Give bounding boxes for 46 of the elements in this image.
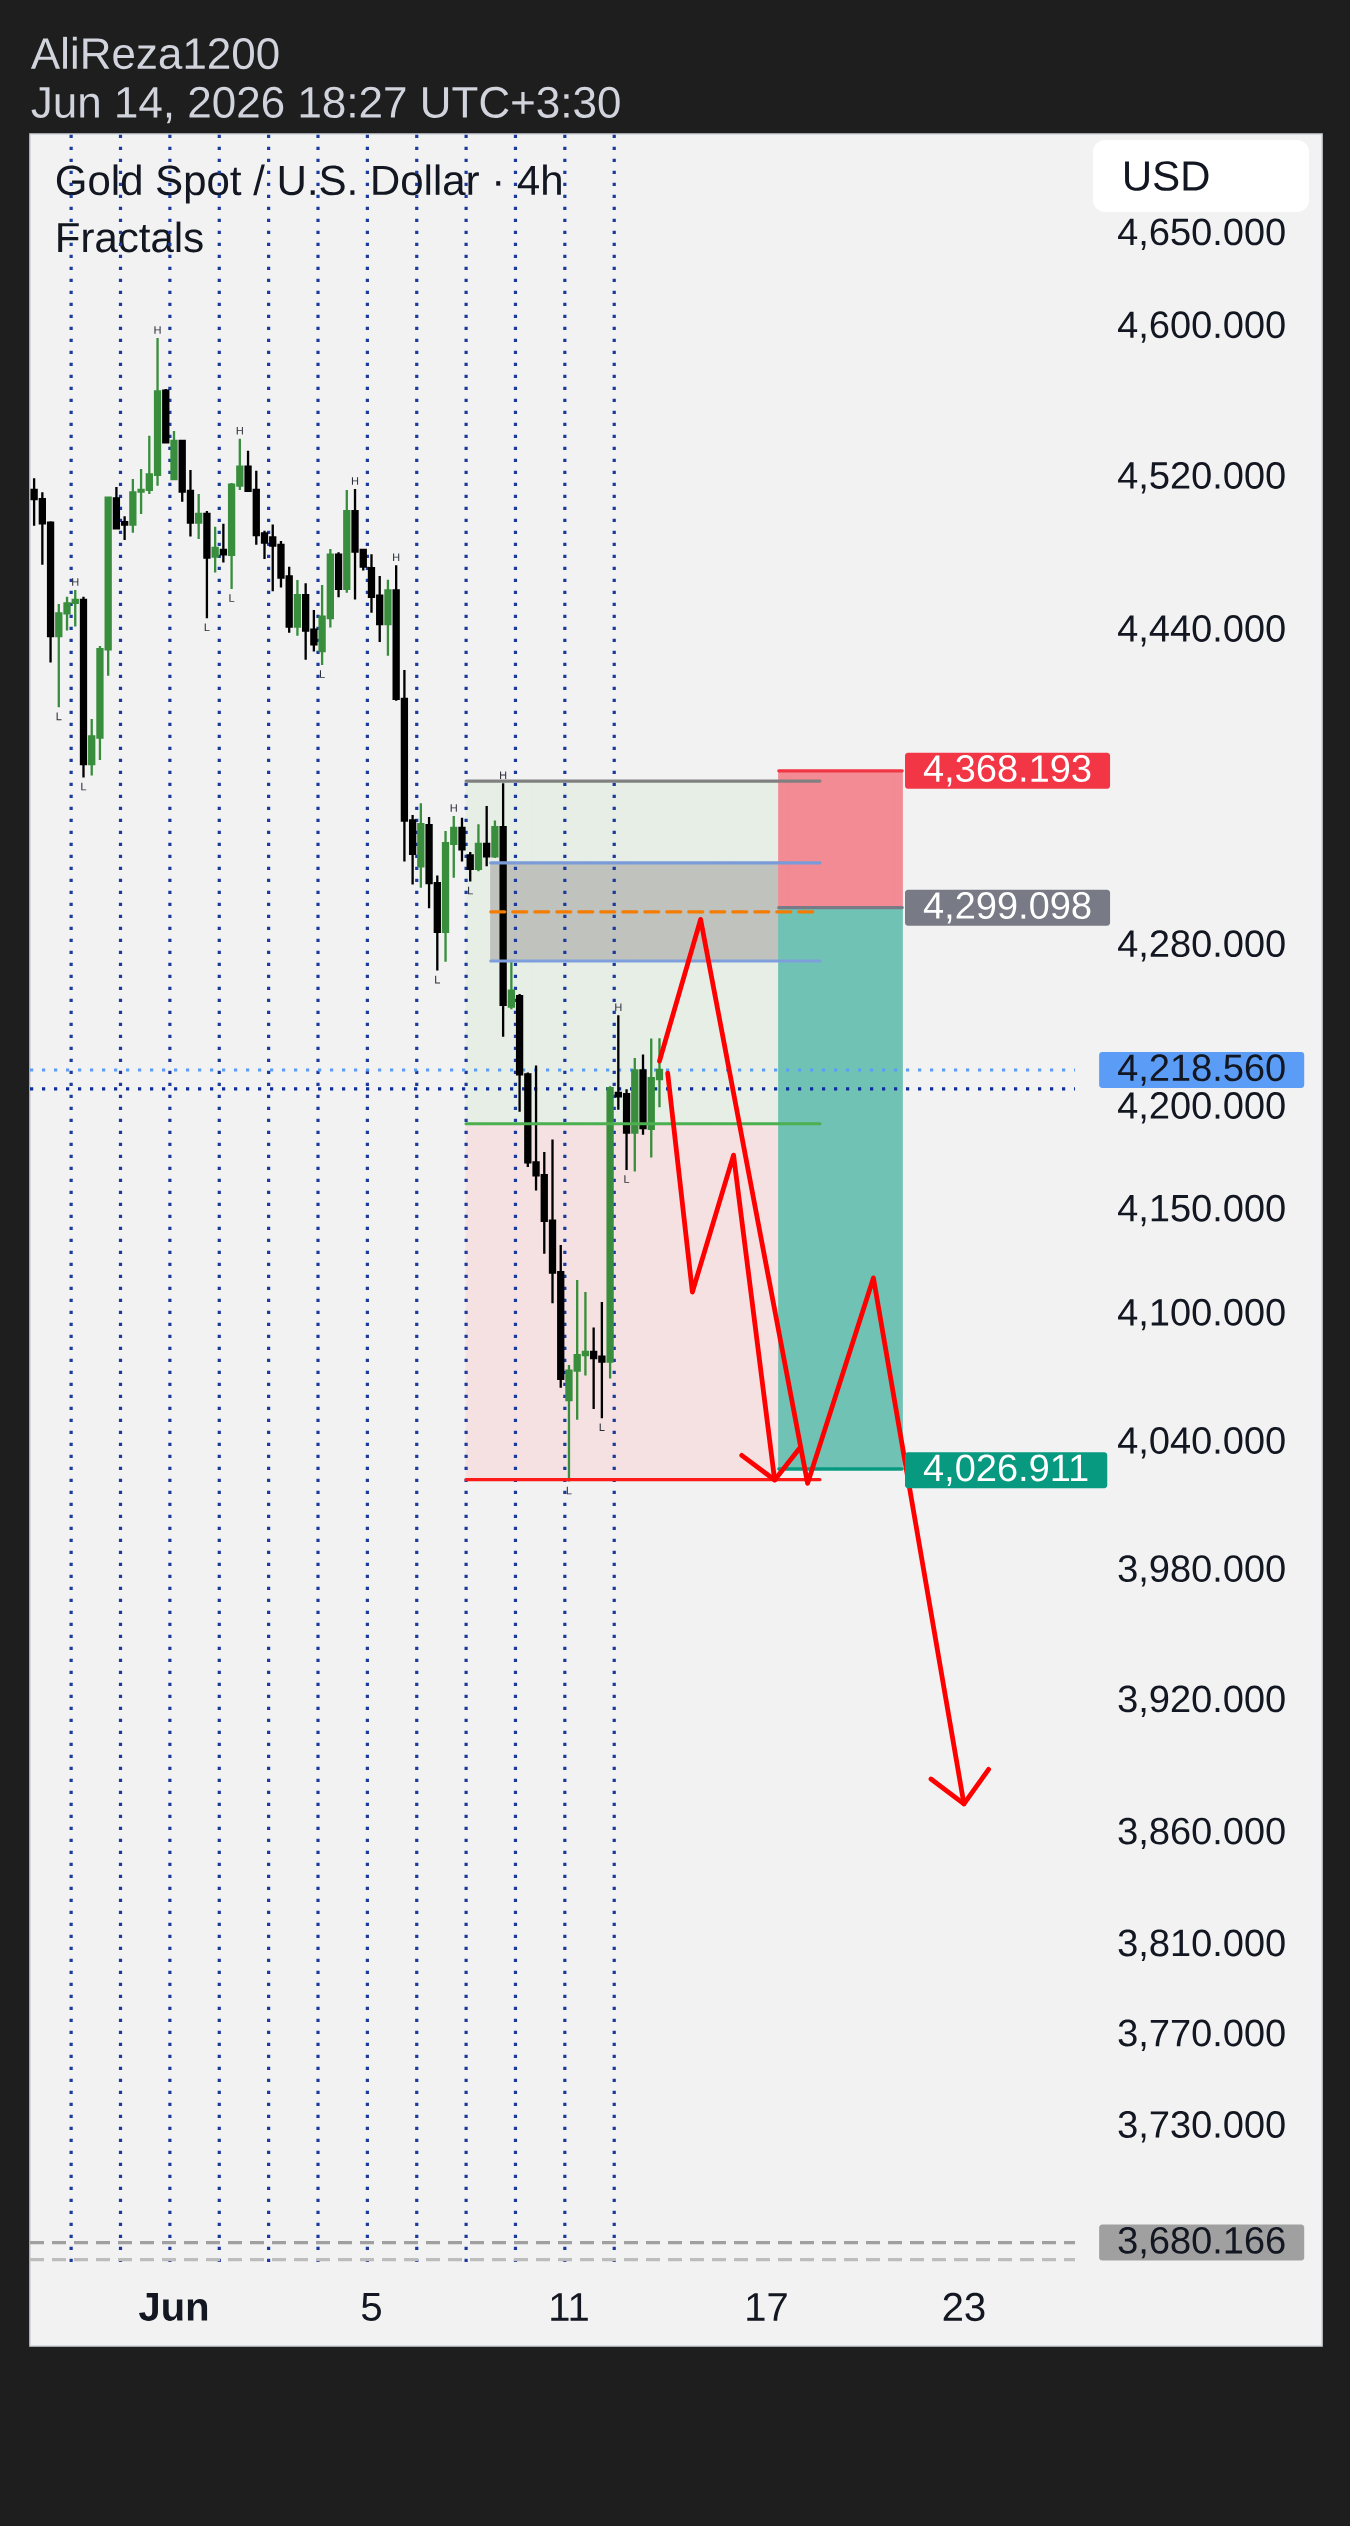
y-tick-label: 4,150.000 bbox=[1118, 1194, 1285, 1227]
y-tick-label: 3,810.000 bbox=[1118, 1929, 1285, 1961]
y-tick-label: 4,600.000 bbox=[1118, 311, 1285, 343]
annotation: L bbox=[56, 712, 62, 721]
annotation: L bbox=[229, 594, 235, 602]
y-axis-title: USD bbox=[1125, 161, 1209, 191]
y-tick-label: 4,200.000 bbox=[1118, 1092, 1285, 1124]
annotation: H bbox=[500, 771, 507, 779]
annotation: L bbox=[566, 1486, 572, 1495]
text: Gold Spot / U.S. Dollar · 4h bbox=[56, 164, 561, 204]
data-label: 4,368.193 bbox=[923, 755, 1091, 787]
x-tick-label: 23 bbox=[943, 2292, 985, 2322]
x-tick-label: 5 bbox=[361, 2293, 381, 2321]
y-tick-label: 4,100.000 bbox=[1118, 1298, 1285, 1331]
y-tick-label: 4,650.000 bbox=[1118, 218, 1285, 250]
annotation: H bbox=[393, 553, 400, 562]
ref-line-label: 4,218.560 bbox=[1118, 1054, 1285, 1086]
y-tick-label: 4,040.000 bbox=[1118, 1427, 1285, 1459]
ref-line-label: 3,680.166 bbox=[1118, 2226, 1285, 2259]
annotation: H bbox=[351, 477, 359, 485]
y-tick-label: 3,770.000 bbox=[1118, 2019, 1285, 2052]
y-tick-label: 3,980.000 bbox=[1118, 1555, 1285, 1587]
annotation: H bbox=[450, 804, 457, 812]
annotation: L bbox=[624, 1175, 630, 1183]
x-tick-label: Jun bbox=[139, 2293, 208, 2321]
annotation: L bbox=[204, 623, 210, 631]
data-label: 4,026.911 bbox=[923, 1454, 1088, 1486]
text: Jun 14, 2026 18:27 UTC+3:30 bbox=[31, 86, 620, 124]
text: Fractals bbox=[58, 221, 203, 253]
y-tick-label: 3,920.000 bbox=[1118, 1685, 1285, 1717]
y-tick-label: 4,440.000 bbox=[1118, 615, 1285, 647]
annotation: H bbox=[72, 578, 79, 586]
annotation: L bbox=[435, 975, 441, 984]
annotation: H bbox=[154, 326, 161, 334]
annotation: L bbox=[81, 782, 87, 791]
y-tick-label: 4,280.000 bbox=[1118, 930, 1285, 962]
x-tick-label: 11 bbox=[551, 2293, 588, 2321]
y-tick-label: 3,730.000 bbox=[1118, 2111, 1285, 2143]
y-tick-label: 4,520.000 bbox=[1118, 461, 1285, 494]
annotation: L bbox=[319, 670, 325, 678]
x-tick-label: 17 bbox=[747, 2293, 787, 2321]
text: AliReza1200 bbox=[30, 36, 279, 70]
annotation: H bbox=[236, 426, 243, 435]
y-tick-label: 3,860.000 bbox=[1118, 1817, 1285, 1850]
data-label: 4,299.098 bbox=[923, 892, 1091, 924]
annotation: L bbox=[599, 1423, 605, 1431]
